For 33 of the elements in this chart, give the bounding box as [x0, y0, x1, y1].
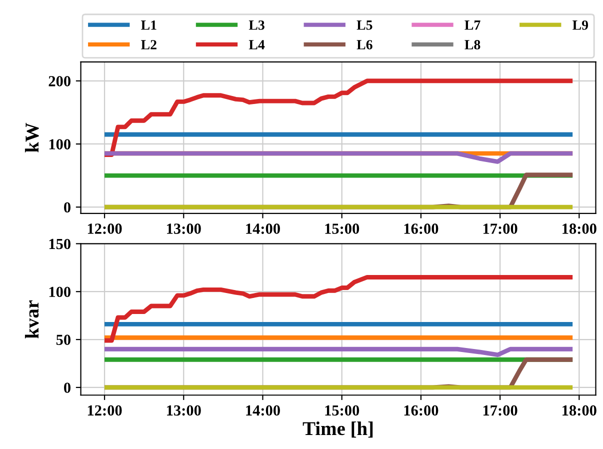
- y-tick-label: 100: [49, 139, 70, 150]
- x-tick-label: 18:00: [562, 224, 596, 234]
- y-axis-title: kvar: [24, 300, 39, 338]
- x-tick-label: 15:00: [325, 224, 360, 234]
- x-tick-label: 18:00: [562, 405, 596, 416]
- legend-label: L8: [464, 40, 480, 50]
- y-tick-label: 0: [64, 202, 70, 213]
- x-tick-label: 16:00: [404, 224, 438, 234]
- y-tick-label: 200: [48, 76, 70, 86]
- legend-label: L2: [141, 40, 156, 50]
- x-tick-label: 12:00: [88, 224, 122, 234]
- y-axis-title: kW: [24, 122, 39, 152]
- y-tick-label: 0: [64, 382, 70, 393]
- legend-label: L1: [141, 20, 156, 30]
- y-tick-label: 100: [49, 286, 70, 298]
- y-tick-label: 150: [49, 238, 70, 250]
- legend-label: L3: [248, 20, 264, 30]
- legend-label: L6: [356, 40, 372, 50]
- x-tick-label: 13:00: [167, 405, 201, 416]
- y-tick-label: 50: [56, 334, 70, 345]
- x-tick-label: 12:00: [88, 405, 122, 416]
- legend-label: L5: [356, 20, 372, 30]
- x-tick-label: 16:00: [404, 405, 438, 416]
- x-tick-label: 14:00: [246, 405, 280, 416]
- legend-label: L7: [464, 20, 480, 30]
- x-tick-label: 13:00: [167, 224, 201, 234]
- x-tick-label: 17:00: [483, 405, 518, 416]
- legend-label: L4: [248, 40, 265, 50]
- legend-label: L9: [572, 20, 588, 30]
- x-tick-label: 14:00: [246, 224, 280, 234]
- x-tick-label: 15:00: [325, 405, 360, 416]
- x-axis-title: Time [h]: [302, 421, 373, 438]
- x-tick-label: 17:00: [483, 224, 518, 234]
